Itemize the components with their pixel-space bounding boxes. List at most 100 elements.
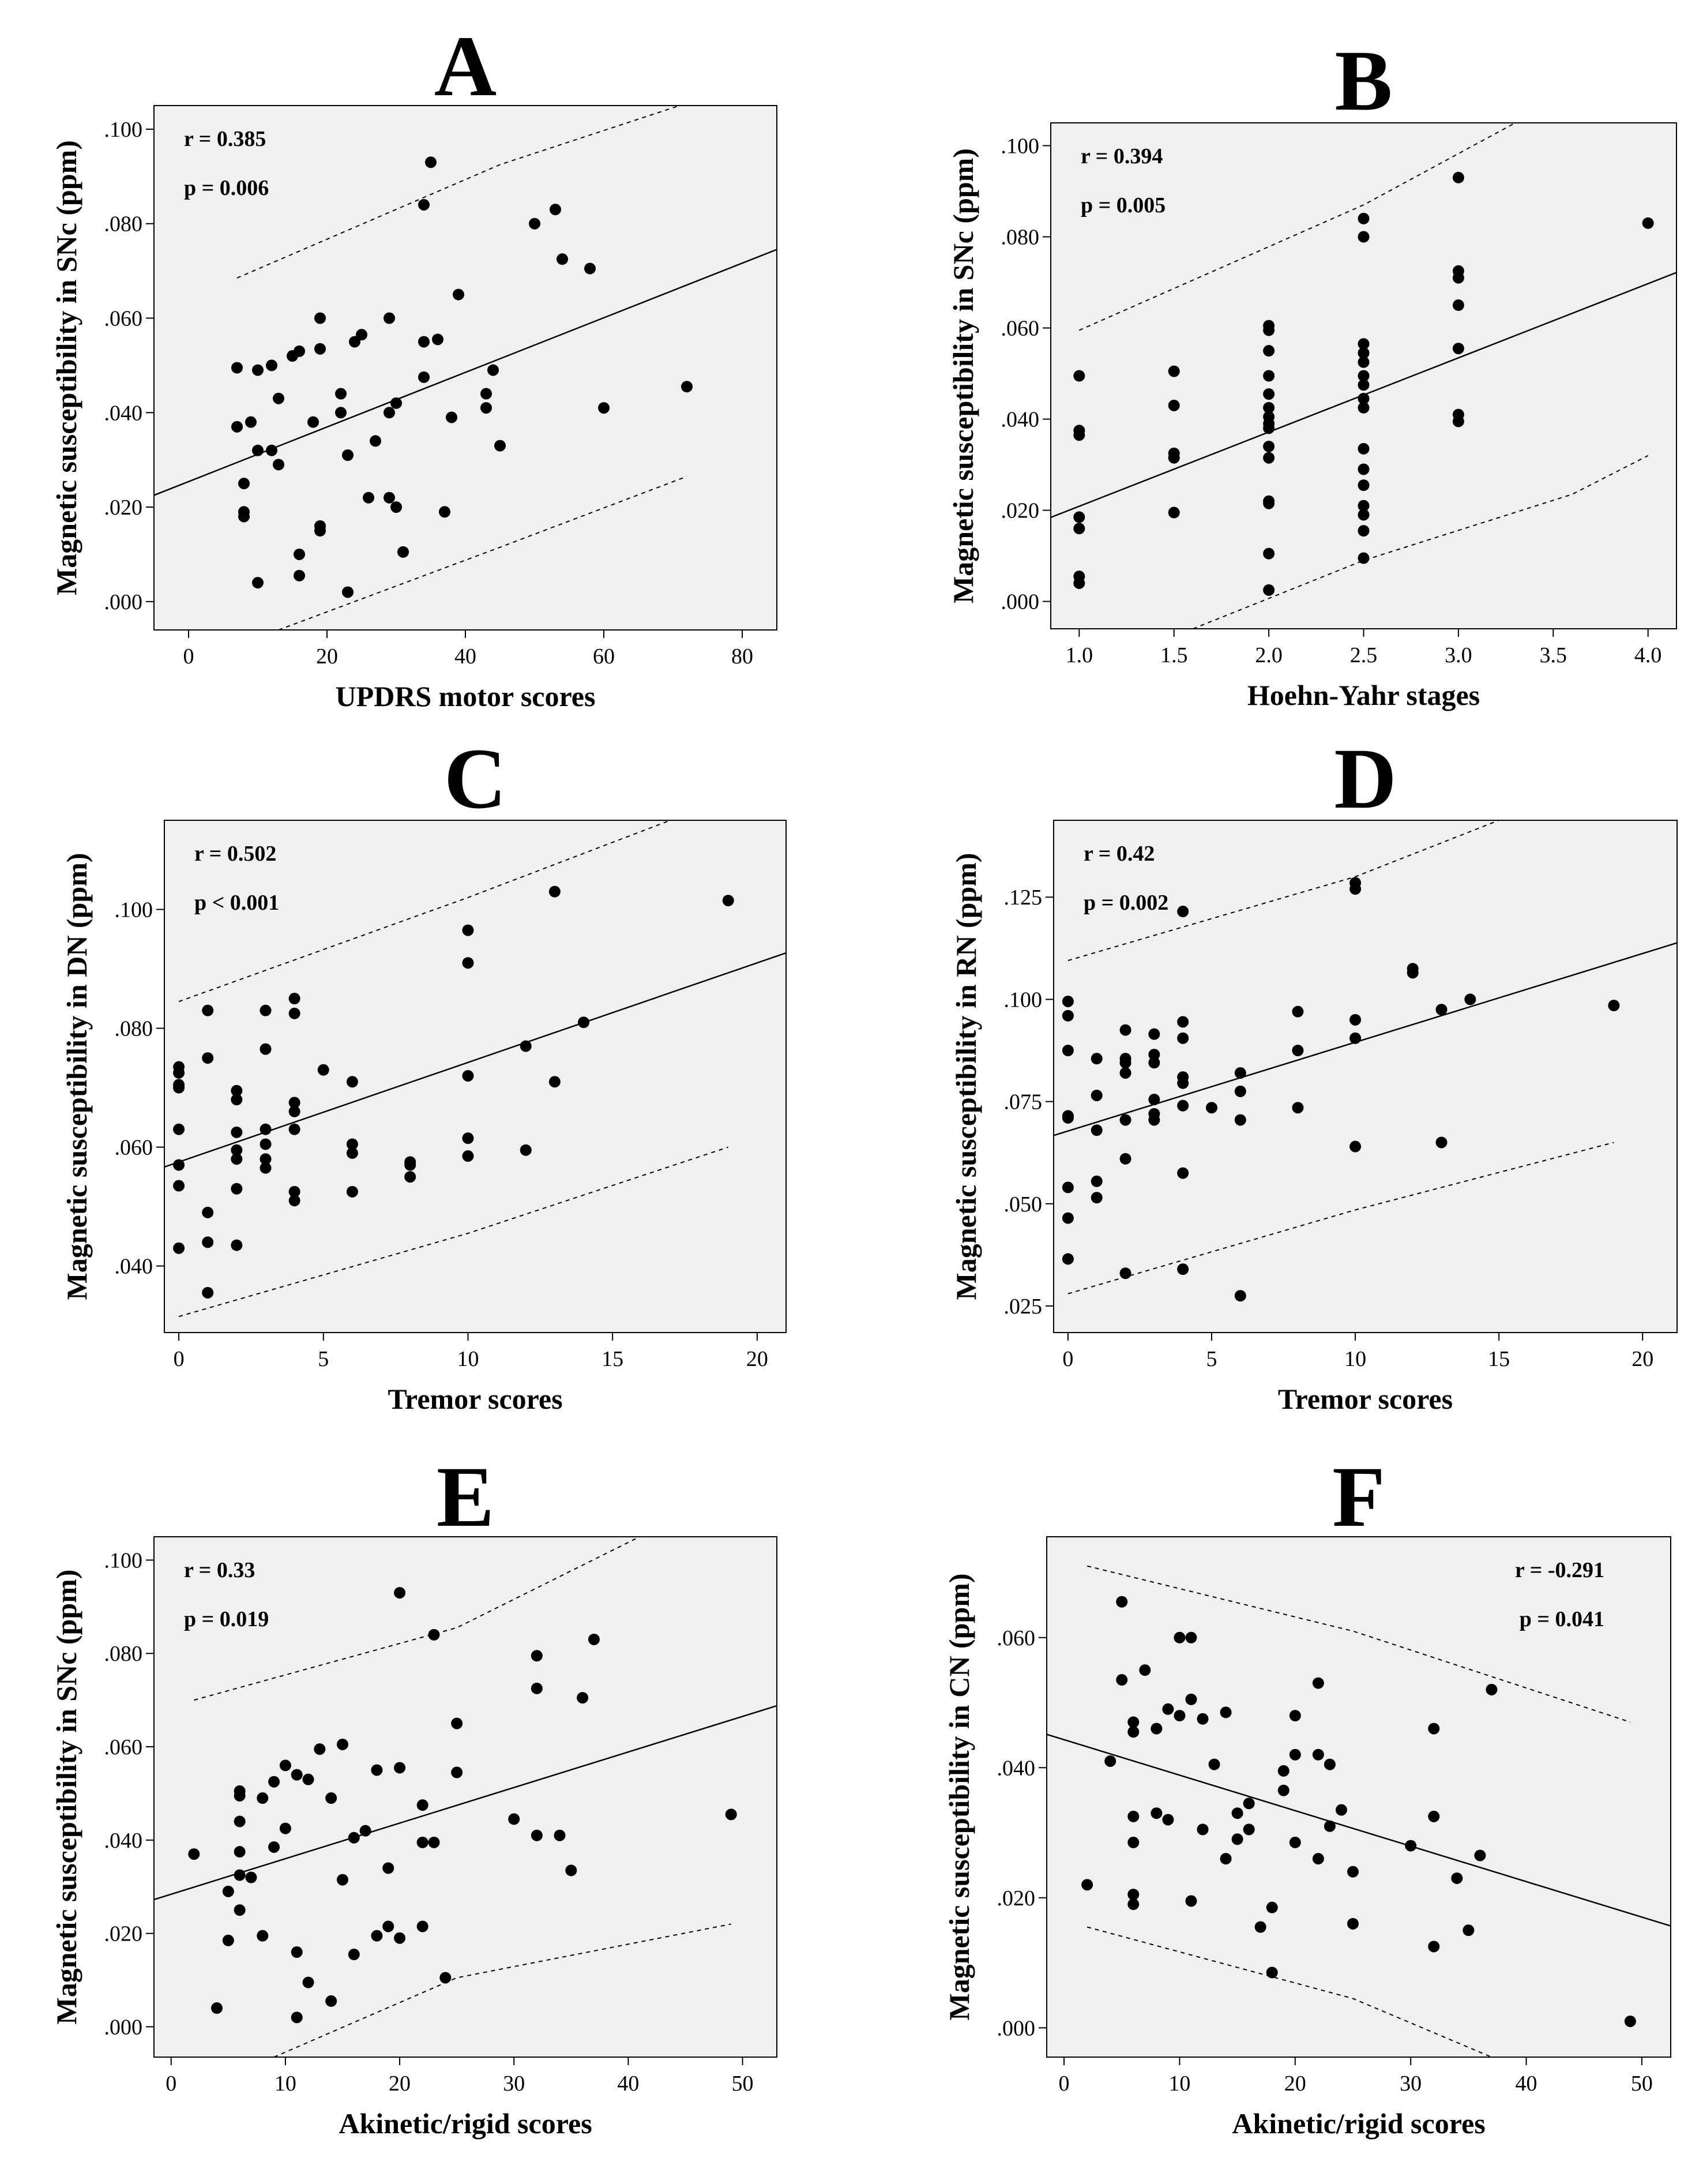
data-point (1119, 1267, 1131, 1279)
data-point (1148, 1057, 1160, 1069)
y-tick-label: .060 (1001, 317, 1040, 341)
data-point (288, 1123, 300, 1135)
data-point (462, 1070, 474, 1082)
x-tick-label: 50 (732, 2072, 754, 2096)
data-point (302, 1976, 314, 1988)
x-tick-label: 20 (1284, 2072, 1306, 2096)
data-point (390, 501, 402, 513)
data-point (1452, 171, 1464, 183)
x-tick-label: 20 (746, 1347, 768, 1371)
p-value-label: p = 0.005 (1081, 193, 1166, 217)
data-point (1062, 1212, 1074, 1224)
data-point (418, 198, 430, 211)
data-point (173, 1123, 185, 1135)
data-point (314, 343, 326, 355)
data-point (288, 993, 300, 1005)
data-point (288, 1007, 300, 1019)
data-point (1174, 1710, 1186, 1722)
data-point (1127, 1716, 1140, 1728)
data-point (1452, 415, 1464, 427)
data-point (1119, 1153, 1131, 1165)
y-tick-label: .000 (104, 2015, 143, 2039)
data-point (1624, 2015, 1636, 2027)
data-point (1234, 1085, 1246, 1097)
data-point (1358, 525, 1370, 537)
x-tick-label: 10 (1168, 2072, 1190, 2096)
data-point (1234, 1290, 1246, 1302)
data-point (1177, 1016, 1189, 1028)
data-point (1148, 1114, 1160, 1126)
plot-area (1046, 1536, 1671, 2058)
data-point (356, 329, 367, 341)
data-point (529, 217, 540, 230)
data-point (291, 2012, 303, 2024)
data-point (1292, 1005, 1304, 1018)
data-point (548, 885, 561, 898)
data-point (231, 1085, 243, 1097)
data-point (1263, 388, 1275, 400)
x-tick-label: 2.5 (1350, 643, 1378, 667)
data-point (462, 1150, 474, 1162)
data-point (1104, 1755, 1116, 1767)
y-axis-label: Magnetic susceptibility in SNc (ppm) (50, 140, 82, 595)
ci-lower-line (1087, 1926, 1492, 2057)
fit-line (154, 1705, 777, 1901)
data-point (231, 1094, 243, 1106)
y-tick-label: .050 (1004, 1192, 1043, 1217)
data-point (384, 407, 395, 419)
data-point (336, 1874, 348, 1886)
data-point (234, 1904, 246, 1916)
ci-upper-line (194, 1537, 640, 1701)
data-point (428, 1628, 440, 1641)
data-point (1148, 1049, 1160, 1061)
data-point (1234, 1067, 1246, 1079)
data-point (1463, 1924, 1475, 1937)
data-point (1091, 1124, 1103, 1136)
data-point (371, 1930, 383, 1942)
x-axis-label: UPDRS motor scores (336, 680, 596, 712)
x-tick-label: 10 (1344, 1347, 1366, 1371)
data-point (1312, 1748, 1324, 1761)
data-point (1062, 995, 1074, 1007)
x-tick-label: 5 (318, 1347, 329, 1371)
data-point (325, 1792, 337, 1804)
data-point (418, 336, 430, 348)
data-point (725, 1808, 737, 1821)
data-point (370, 435, 381, 447)
data-point (291, 1946, 303, 1958)
data-point (1091, 1175, 1103, 1187)
data-point (1091, 1053, 1103, 1065)
data-point (1324, 1820, 1336, 1832)
data-point (1312, 1853, 1324, 1865)
data-point (1358, 442, 1370, 455)
data-point (1358, 463, 1370, 475)
data-point (288, 1097, 300, 1109)
data-point (554, 1829, 566, 1841)
x-tick-label: 1.5 (1160, 643, 1188, 667)
data-point (1358, 552, 1370, 564)
data-point (494, 440, 506, 452)
x-axis-label: Akinetic/rigid scores (1232, 2107, 1485, 2140)
data-point (1464, 993, 1476, 1005)
data-point (307, 416, 319, 428)
x-tick-label: 40 (617, 2072, 639, 2096)
data-point (1205, 1102, 1217, 1114)
y-tick-label: .025 (1004, 1294, 1043, 1319)
y-tick-label: .020 (104, 1922, 143, 1946)
data-point (394, 1762, 406, 1774)
y-tick-label: .040 (104, 401, 143, 425)
data-point (416, 1799, 428, 1811)
data-point (1312, 1677, 1324, 1689)
y-tick-label: .020 (1001, 499, 1040, 523)
data-point (291, 1769, 303, 1781)
data-point (1234, 1114, 1246, 1126)
data-point (1292, 1102, 1304, 1114)
data-point (1168, 506, 1180, 519)
data-point (342, 449, 354, 461)
data-point (294, 345, 305, 357)
x-tick-label: 15 (601, 1347, 623, 1371)
y-tick-label: .080 (104, 212, 143, 237)
data-point (231, 1144, 243, 1156)
data-point (439, 1972, 452, 1984)
y-tick-label: .020 (104, 496, 143, 520)
